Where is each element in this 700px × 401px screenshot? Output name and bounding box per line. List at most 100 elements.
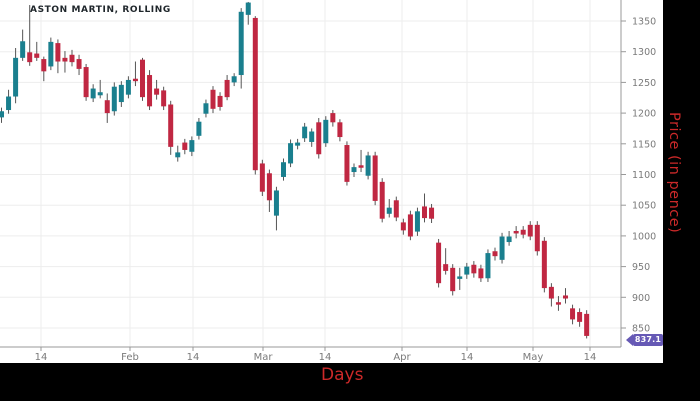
candle-body[interactable] xyxy=(436,242,442,284)
candle-body[interactable] xyxy=(527,224,533,237)
candle-body[interactable] xyxy=(471,264,477,274)
candle-body[interactable] xyxy=(379,181,385,219)
candle-body[interactable] xyxy=(316,122,322,155)
x-tick-label: Apr xyxy=(393,352,411,363)
candle-body[interactable] xyxy=(168,104,174,147)
candle-body[interactable] xyxy=(351,167,357,173)
y-tick-label: 1250 xyxy=(632,78,656,89)
candle-body[interactable] xyxy=(485,253,491,279)
candle-body[interactable] xyxy=(125,79,131,95)
candle-body[interactable] xyxy=(407,214,413,237)
x-tick-label: 14 xyxy=(584,352,597,363)
candle-body[interactable] xyxy=(182,142,188,150)
x-tick-label: May xyxy=(523,352,544,363)
candle-body[interactable] xyxy=(90,88,96,99)
candle-body[interactable] xyxy=(541,240,547,289)
candle-body[interactable] xyxy=(520,229,526,235)
candle-body[interactable] xyxy=(513,230,519,234)
candle-body[interactable] xyxy=(132,78,138,82)
candle-body[interactable] xyxy=(295,142,301,146)
candle-body[interactable] xyxy=(0,111,4,118)
candle-body[interactable] xyxy=(534,224,540,252)
x-tick-label: Mar xyxy=(254,352,274,363)
candle-body[interactable] xyxy=(330,113,336,123)
candle-body[interactable] xyxy=(189,140,195,152)
candle-body[interactable] xyxy=(344,145,350,182)
candle-body[interactable] xyxy=(13,57,19,97)
y-tick-label: 1300 xyxy=(632,47,656,58)
candle-body[interactable] xyxy=(252,17,258,171)
candle-body[interactable] xyxy=(563,295,568,299)
candle-body[interactable] xyxy=(365,155,371,176)
candle-body[interactable] xyxy=(400,222,406,231)
candle-body[interactable] xyxy=(69,54,75,63)
candle-body[interactable] xyxy=(548,286,554,299)
y-tick-label: 1350 xyxy=(632,17,656,28)
candle-body[interactable] xyxy=(161,90,167,107)
candle-body[interactable] xyxy=(196,121,202,136)
candle-body[interactable] xyxy=(6,96,12,111)
y-tick-label: 900 xyxy=(632,293,650,304)
candle-body[interactable] xyxy=(478,268,484,279)
candle-body[interactable] xyxy=(499,236,505,260)
candle-body[interactable] xyxy=(76,59,82,69)
candle-body[interactable] xyxy=(386,207,392,214)
candle-body[interactable] xyxy=(259,163,265,192)
candle-body[interactable] xyxy=(104,100,110,114)
candle-body[interactable] xyxy=(443,264,449,271)
candle-body[interactable] xyxy=(429,207,435,219)
candle-body[interactable] xyxy=(323,119,329,144)
candle-body[interactable] xyxy=(48,41,54,67)
candle-body[interactable] xyxy=(584,313,590,336)
candle-body[interactable] xyxy=(118,84,124,103)
candle-body[interactable] xyxy=(20,41,26,58)
candle-body[interactable] xyxy=(147,75,153,107)
candle-body[interactable] xyxy=(62,57,68,62)
candle-body[interactable] xyxy=(224,79,230,98)
candle-body[interactable] xyxy=(111,86,117,112)
candle-body[interactable] xyxy=(464,266,470,275)
candle-body[interactable] xyxy=(83,67,89,98)
candle-body[interactable] xyxy=(309,131,315,142)
candle-body[interactable] xyxy=(393,200,399,218)
candle-body[interactable] xyxy=(238,11,244,76)
candle-body[interactable] xyxy=(577,312,583,322)
candlestick-chart[interactable]: 14 Feb 14 Mar 14 Apr 14 May 14 1350 1300 1250 1200 11… xyxy=(0,0,663,363)
candle-body[interactable] xyxy=(55,43,61,62)
candle-body[interactable] xyxy=(302,126,308,139)
candle-body[interactable] xyxy=(492,251,498,257)
candle-body[interactable] xyxy=(231,76,237,83)
candle-body[interactable] xyxy=(337,122,343,138)
x-tick-label: 14 xyxy=(461,352,474,363)
candle-body[interactable] xyxy=(570,308,576,320)
candle-body[interactable] xyxy=(372,155,378,201)
candle-body[interactable] xyxy=(203,103,209,114)
candle-body[interactable] xyxy=(422,206,427,219)
candle-body[interactable] xyxy=(140,59,145,98)
candle-body[interactable] xyxy=(414,211,420,232)
candle-body[interactable] xyxy=(288,143,294,164)
chart-panel: 14 Feb 14 Mar 14 Apr 14 May 14 1350 1300 1250 1200 11… xyxy=(0,0,663,363)
candle-body[interactable] xyxy=(266,173,272,201)
candle-body[interactable] xyxy=(217,95,223,107)
candle-body[interactable] xyxy=(245,2,251,15)
candle-body[interactable] xyxy=(506,236,512,243)
candle-body[interactable] xyxy=(41,59,47,72)
x-tick-label: Feb xyxy=(121,352,139,363)
candle-body[interactable] xyxy=(210,89,216,109)
candle-body[interactable] xyxy=(555,302,561,305)
candle-body[interactable] xyxy=(154,88,160,95)
candle-body[interactable] xyxy=(97,92,103,96)
candle-body[interactable] xyxy=(457,276,463,279)
x-axis-title: Days xyxy=(321,365,364,385)
candle-body[interactable] xyxy=(281,162,286,177)
candle-body[interactable] xyxy=(358,165,364,168)
candle-body[interactable] xyxy=(175,152,181,158)
candle-body[interactable] xyxy=(34,53,40,58)
candle-body[interactable] xyxy=(273,190,279,216)
x-tick-label: 14 xyxy=(187,352,200,363)
candle-body[interactable] xyxy=(27,52,33,63)
x-tick-label: 14 xyxy=(35,352,48,363)
candle-body[interactable] xyxy=(450,267,456,292)
